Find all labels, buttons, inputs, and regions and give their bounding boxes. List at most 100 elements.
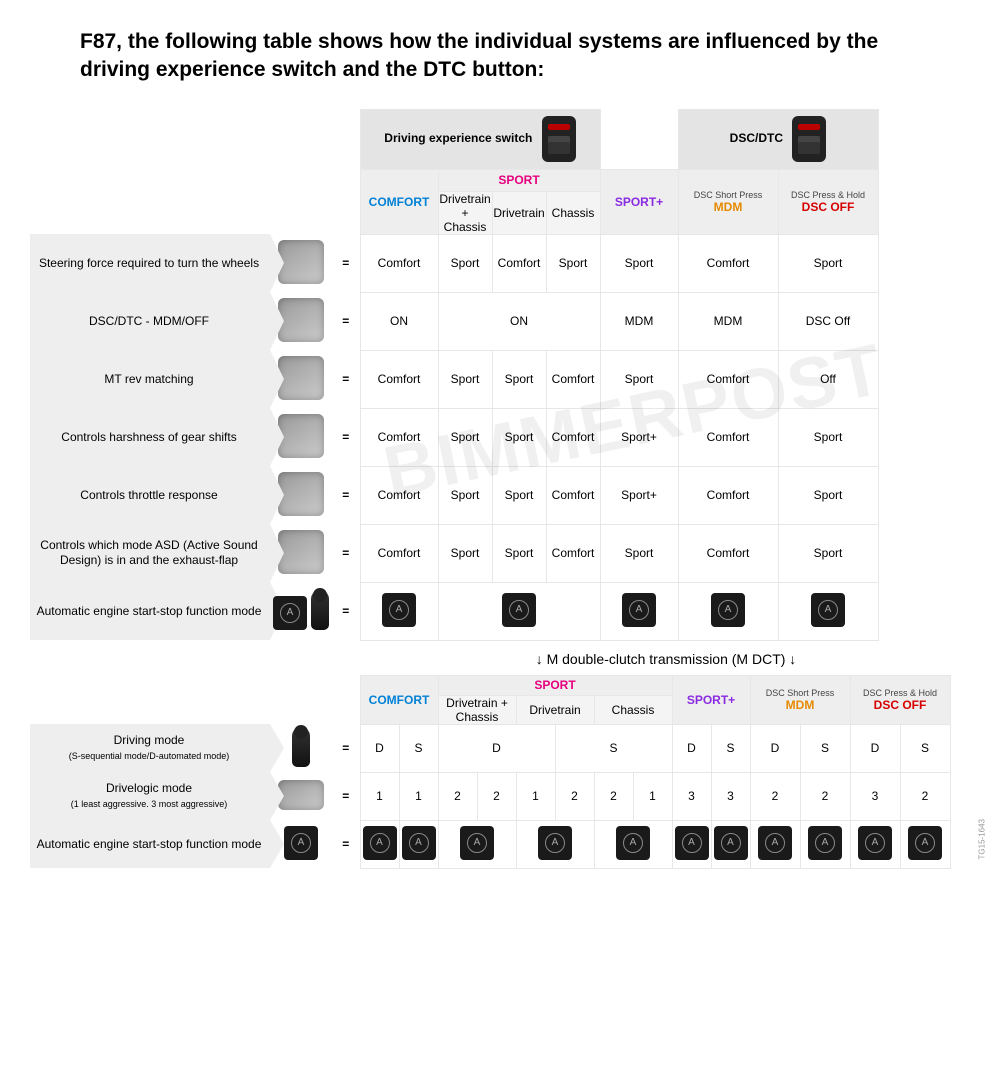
header-dsc-dtc: DSC/DTC [678, 109, 878, 169]
equals-sign: = [332, 772, 360, 820]
table-cell: Comfort [678, 466, 778, 524]
table-cell: 1 [399, 772, 438, 820]
table-cell: Comfort [678, 234, 778, 292]
table-cell: Off [778, 350, 878, 408]
table-cell: 2 [750, 772, 800, 820]
table-cell [900, 820, 950, 868]
equals-sign: = [332, 724, 360, 772]
table-cell: D [672, 724, 711, 772]
row-label: Controls throttle response [30, 466, 270, 524]
table-cell [750, 820, 800, 868]
table-cell [800, 820, 850, 868]
table-cell: Comfort [546, 350, 600, 408]
row-label-text: MT rev matching [104, 372, 195, 387]
header2-comfort: COMFORT [360, 675, 438, 724]
row-label-text: DSC/DTC - MDM/OFF [89, 314, 211, 329]
table-cell [399, 820, 438, 868]
table-cell: 3 [711, 772, 750, 820]
header2-sub-dt: Drivetrain [516, 695, 594, 724]
table-cell: 1 [516, 772, 555, 820]
table-cell: 2 [438, 772, 477, 820]
header-sport: SPORT [438, 169, 600, 191]
equals-sign: = [332, 820, 360, 868]
table-cell: Sport+ [600, 466, 678, 524]
start-stop-icon [908, 826, 942, 860]
table-cell: Sport [600, 350, 678, 408]
table-cell: Comfort [546, 524, 600, 582]
start-stop-icon [758, 826, 792, 860]
table-cell: Sport [778, 408, 878, 466]
table-cell: D [850, 724, 900, 772]
table-cell: Sport [492, 408, 546, 466]
start-stop-icon [622, 593, 656, 627]
start-stop-icon [460, 826, 494, 860]
row-label: Automatic engine start-stop function mod… [30, 820, 270, 868]
start-stop-icon [675, 826, 709, 860]
main-table: Driving experience switch DSC/DTC COMFOR… [30, 109, 879, 641]
start-stop-icon [502, 593, 536, 627]
header-sub-ch: Chassis [546, 191, 600, 234]
row-label: Drivelogic mode(1 least aggressive. 3 mo… [30, 772, 270, 820]
start-stop-icon [616, 826, 650, 860]
table-cell: Comfort [360, 350, 438, 408]
header-dsc-hold-sup: DSC Press & Hold [779, 190, 878, 200]
table-cell: S [711, 724, 750, 772]
table-cell: 2 [800, 772, 850, 820]
table-cell [516, 820, 594, 868]
dsc-switch-icon [792, 116, 826, 162]
table-cell: Comfort [360, 408, 438, 466]
equals-sign: = [332, 524, 360, 582]
header-comfort: COMFORT [360, 169, 438, 234]
dct-table: COMFORT SPORT SPORT+ DSC Short Press MDM… [30, 675, 951, 869]
table-cell: D [360, 724, 399, 772]
table-cell: Sport [600, 234, 678, 292]
equals-sign: = [332, 408, 360, 466]
table-cell: Comfort [360, 234, 438, 292]
header-sub-dtc: Drivetrain + Chassis [438, 191, 492, 234]
row-label-text: Automatic engine start-stop function mod… [37, 604, 264, 619]
table-cell: Sport [778, 524, 878, 582]
table-cell: MDM [678, 292, 778, 350]
header-driving-experience: Driving experience switch [360, 109, 600, 169]
table-cell: 3 [672, 772, 711, 820]
table-cell: Comfort [360, 466, 438, 524]
table-cell: S [900, 724, 950, 772]
table-cell [360, 582, 438, 640]
table-cell: Comfort [492, 234, 546, 292]
row-label: DSC/DTC - MDM/OFF [30, 292, 270, 350]
header2-mdm: DSC Short Press MDM [750, 675, 850, 724]
row-label: Automatic engine start-stop function mod… [30, 582, 270, 640]
table-cell: Sport [492, 350, 546, 408]
start-stop-icon [858, 826, 892, 860]
table-cell [711, 820, 750, 868]
row-label-text: Controls throttle response [80, 488, 219, 503]
table-cell: Sport [492, 466, 546, 524]
table-cell: D [438, 724, 555, 772]
header2-sub-ch: Chassis [594, 695, 672, 724]
header-mdm-label: MDM [714, 200, 743, 214]
header-sub-dt: Drivetrain [492, 191, 546, 234]
table-cell: MDM [600, 292, 678, 350]
equals-sign: = [332, 582, 360, 640]
start-stop-icon [538, 826, 572, 860]
table-cell: Comfort [546, 408, 600, 466]
start-stop-icon [382, 593, 416, 627]
header2-sportplus: SPORT+ [672, 675, 750, 724]
table-cell: Sport [438, 524, 492, 582]
table-cell: 2 [900, 772, 950, 820]
table-cell: Sport [438, 350, 492, 408]
table-cell: S [555, 724, 672, 772]
switch-icon [542, 116, 576, 162]
header-mdm: DSC Short Press MDM [678, 169, 778, 234]
header-dsc-label: DSC/DTC [730, 131, 783, 145]
row-label: Controls harshness of gear shifts [30, 408, 270, 466]
table-cell: Sport [778, 466, 878, 524]
table-cell: ON [438, 292, 600, 350]
table-cell: 3 [850, 772, 900, 820]
header-dscoff: DSC Press & Hold DSC OFF [778, 169, 878, 234]
table-cell [850, 820, 900, 868]
row-label: MT rev matching [30, 350, 270, 408]
table-cell: Comfort [678, 350, 778, 408]
table-cell: Comfort [360, 524, 438, 582]
table-cell: D [750, 724, 800, 772]
